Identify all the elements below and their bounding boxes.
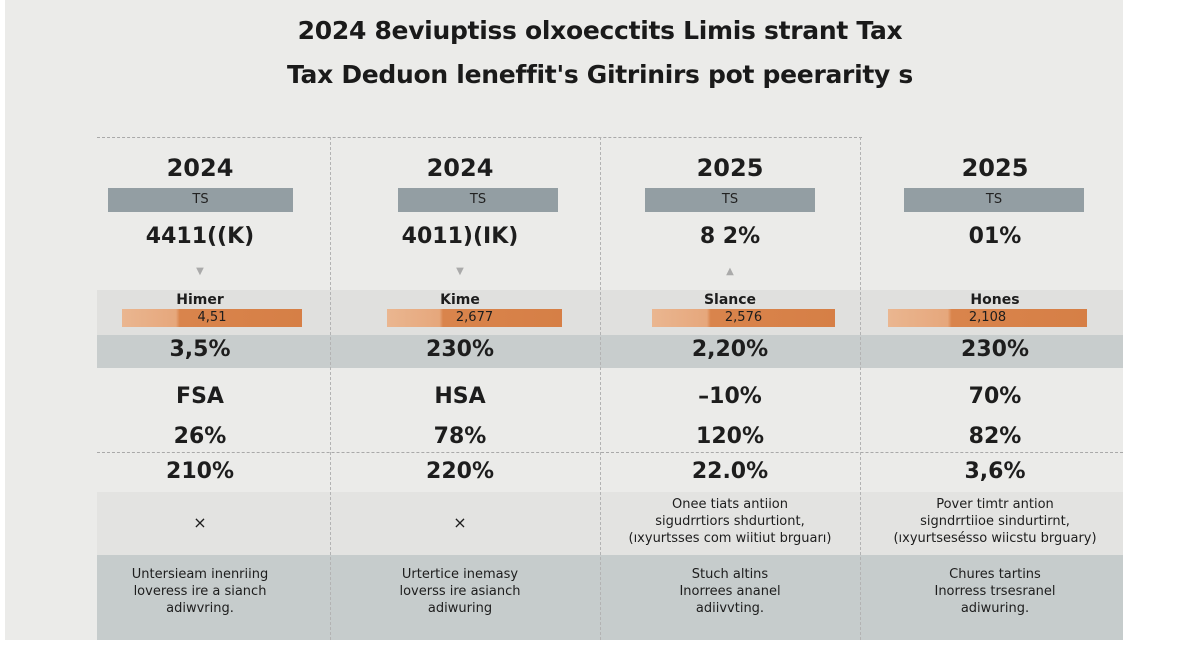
- column-name: 70%: [968, 384, 1022, 409]
- percent-2: 22.0%: [691, 459, 769, 484]
- column-label: Hones: [970, 292, 1020, 308]
- band-percent: 2,20%: [691, 337, 769, 362]
- percent-2: 3,6%: [964, 459, 1026, 484]
- title-line-1: 2024 8eviuptiss olxoecctits Limis strant…: [297, 16, 903, 45]
- ts-bar: TS: [108, 188, 293, 212]
- ts-bar: TS: [645, 188, 815, 212]
- percent-1: 82%: [968, 424, 1022, 449]
- column-description: Stuch altins Inorrees ananel adiivvting.: [679, 567, 781, 616]
- column-name: FSA: [176, 384, 224, 409]
- orange-value-bar: 2,576: [652, 309, 835, 327]
- triangle-up-icon: ▲: [726, 266, 734, 277]
- column-value: 4011)(IK): [401, 224, 519, 249]
- band-desc-row: [97, 555, 1123, 640]
- column-name: –10%: [698, 384, 762, 409]
- orange-value-bar: 4,51: [122, 309, 302, 327]
- title-line-2: Tax Deduon leneffit's Gitrinirs pot peer…: [287, 60, 913, 89]
- orange-value-bar: 2,677: [387, 309, 562, 327]
- column-value: 8 2%: [699, 224, 761, 249]
- percent-1: 120%: [696, 424, 764, 449]
- column-label: Slance: [703, 292, 757, 308]
- band-percent: 230%: [961, 337, 1029, 362]
- column-name: HSA: [434, 384, 486, 409]
- band-percent-row: [97, 335, 1123, 368]
- close-x-icon: ×: [453, 513, 467, 532]
- band-note-row: [97, 492, 1123, 555]
- divider-middle: [97, 452, 1123, 453]
- column-divider: [860, 137, 861, 640]
- orange-value-bar: 2,108: [888, 309, 1087, 327]
- column-note: Pover timtr antion signdrrtiioe sindurti…: [893, 497, 1097, 546]
- percent-2: 210%: [166, 459, 234, 484]
- ts-bar: TS: [398, 188, 558, 212]
- column-divider: [600, 137, 601, 640]
- ts-bar: TS: [904, 188, 1084, 212]
- triangle-down-icon: ▼: [456, 266, 464, 277]
- divider-top: [97, 137, 862, 138]
- column-year: 2025: [961, 154, 1029, 182]
- column-label: Himer: [176, 292, 224, 308]
- column-description: Chures tartins Inorress trsesranel adiwu…: [934, 567, 1056, 616]
- column-description: Urtertice inemasy loverss ire asianch ad…: [399, 567, 521, 616]
- column-year: 2025: [696, 154, 764, 182]
- column-note: Onee tiats antiion sigudrrtiors shdurtio…: [628, 497, 832, 546]
- column-value: 01%: [968, 224, 1022, 249]
- band-percent: 230%: [426, 337, 494, 362]
- triangle-down-icon: ▼: [196, 266, 204, 277]
- column-divider: [330, 137, 331, 640]
- percent-1: 78%: [433, 424, 487, 449]
- column-description: Untersieam inenriing loveress ire a sian…: [131, 567, 269, 616]
- percent-2: 220%: [426, 459, 494, 484]
- column-year: 2024: [426, 154, 494, 182]
- band-percent: 3,5%: [169, 337, 231, 362]
- percent-1: 26%: [173, 424, 227, 449]
- close-x-icon: ×: [193, 513, 207, 532]
- column-year: 2024: [166, 154, 234, 182]
- column-label: Kime: [440, 292, 480, 308]
- column-value: 4411((K): [145, 224, 255, 249]
